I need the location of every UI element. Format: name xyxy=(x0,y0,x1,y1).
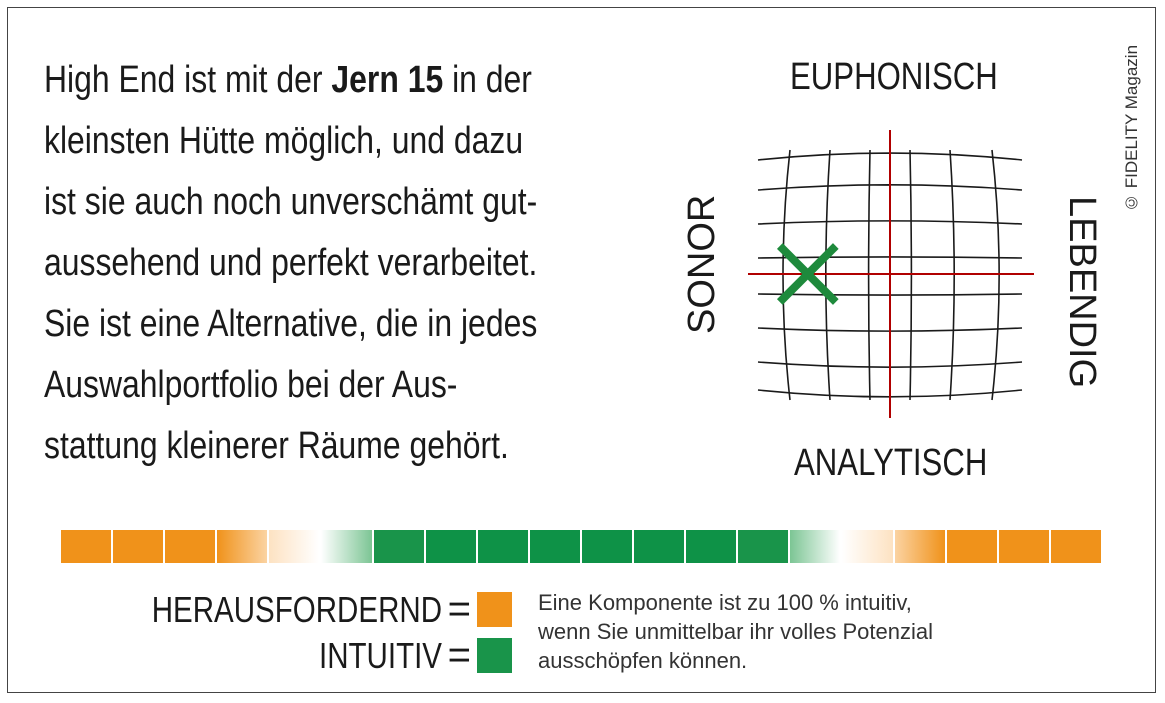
axis-label-euphonisch: EUPHONISCH xyxy=(790,56,998,98)
note-line: Eine Komponente ist zu 100 % intuitiv, xyxy=(538,590,912,615)
scale-segment xyxy=(790,530,841,563)
axis-label-lebendig: LEBENDIG xyxy=(1061,196,1103,389)
scale-segment xyxy=(425,530,476,563)
verdict-text: High End ist mit der Jern 15 in der klei… xyxy=(44,50,548,477)
content-frame xyxy=(7,7,1156,693)
verdict-line: kleinsten Hütte möglich, und dazu xyxy=(44,120,524,162)
scale-segment xyxy=(373,530,424,563)
scale-segment xyxy=(269,530,320,563)
scale-segment xyxy=(217,530,268,563)
scale-segment xyxy=(842,530,893,563)
scale-segment xyxy=(998,530,1049,563)
equals-sign: = xyxy=(447,633,471,677)
scale-segment xyxy=(738,530,789,563)
sound-map-grid xyxy=(748,130,1034,418)
grid-line xyxy=(867,149,871,401)
scale-segment xyxy=(61,530,112,563)
scale-segment xyxy=(634,530,685,563)
scale-segment xyxy=(477,530,528,563)
verdict-line: ist sie auch noch unverschämt gut- xyxy=(44,181,538,223)
verdict-line: aussehend und perfekt verarbeitet. xyxy=(44,242,538,284)
scale-segment xyxy=(165,530,216,563)
orange-swatch xyxy=(477,592,512,627)
verdict-line: stattung kleinerer Räume gehört. xyxy=(44,425,509,467)
grid-line xyxy=(909,149,913,401)
scale-segment xyxy=(529,530,580,563)
intuitive-explanation: Eine Komponente ist zu 100 % intuitiv, w… xyxy=(538,588,1058,675)
legend-label-intuitive: INTUITIV xyxy=(318,634,442,676)
note-line: ausschöpfen können. xyxy=(538,648,748,673)
axis-label-sonor: SONOR xyxy=(681,194,723,334)
scale-segment xyxy=(581,530,633,563)
grid-line xyxy=(825,149,831,401)
x-mark-icon xyxy=(776,243,839,305)
axis-label-analytisch: ANALYTISCH xyxy=(794,442,988,484)
verdict-line: Sie ist eine Alternative, die in jedes xyxy=(44,303,538,345)
verdict-line: High End ist mit der Jern 15 in der xyxy=(44,59,532,101)
note-line: wenn Sie unmittelbar ihr volles Potenzia… xyxy=(538,619,933,644)
legend-intuitive: INTUITIV = xyxy=(60,633,512,678)
scale-segment xyxy=(321,530,372,563)
grid-line xyxy=(782,149,791,401)
verdict-line: Auswahlportfolio bei der Aus- xyxy=(44,364,458,406)
grid-line xyxy=(949,149,955,401)
legend-challenging: HERAUSFORDERND = xyxy=(60,587,512,632)
equals-sign: = xyxy=(447,587,471,631)
product-name: Jern 15 xyxy=(331,59,444,101)
scale-segment xyxy=(113,530,164,563)
scale-segment xyxy=(946,530,997,563)
copyright-notice: © FIDELITY Magazin xyxy=(1122,44,1141,212)
scale-segment xyxy=(1050,530,1101,563)
legend-label-challenging: HERAUSFORDERND xyxy=(151,588,442,630)
intuitive-scale-bar xyxy=(61,530,1101,563)
green-swatch xyxy=(477,638,512,673)
grid-lines xyxy=(757,149,1023,401)
grid-line xyxy=(991,149,1000,401)
scale-segment xyxy=(894,530,945,563)
scale-segment xyxy=(686,530,737,563)
